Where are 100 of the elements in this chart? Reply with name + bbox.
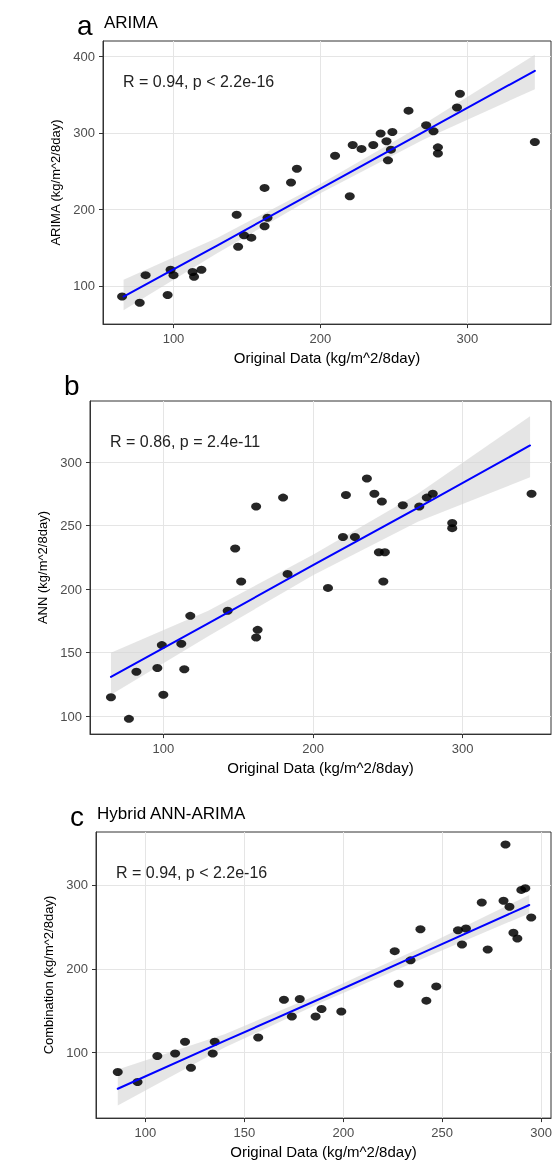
- point: [152, 1052, 163, 1061]
- point: [251, 633, 262, 642]
- point: [180, 1037, 191, 1046]
- point: [421, 121, 432, 130]
- point: [432, 143, 443, 152]
- x-tick-label: 100: [162, 331, 185, 347]
- point: [369, 489, 380, 498]
- point: [512, 934, 523, 943]
- point: [381, 137, 392, 146]
- point: [231, 210, 242, 219]
- point: [526, 913, 537, 922]
- x-tick-label: 300: [456, 331, 479, 347]
- point: [349, 533, 360, 542]
- point: [322, 583, 333, 592]
- point: [252, 625, 263, 634]
- point: [236, 577, 247, 586]
- point: [427, 489, 438, 498]
- annotation: R = 0.94, p < 2.2e-16: [116, 863, 268, 881]
- point: [403, 106, 414, 115]
- point: [286, 1012, 297, 1021]
- point: [368, 141, 379, 150]
- y-tick-label: 250: [60, 518, 82, 534]
- point: [379, 548, 390, 557]
- point: [286, 178, 297, 187]
- point: [454, 89, 465, 98]
- y-tick-label: 400: [73, 48, 95, 64]
- point: [393, 979, 404, 988]
- point: [282, 569, 293, 578]
- point: [382, 156, 393, 165]
- text: b: [64, 369, 80, 401]
- point: [504, 902, 515, 911]
- point: [253, 1033, 264, 1042]
- point: [170, 1049, 181, 1058]
- point: [278, 995, 289, 1004]
- point: [278, 493, 289, 502]
- point: [168, 271, 179, 280]
- point: [310, 1012, 321, 1021]
- point: [460, 924, 471, 933]
- point: [131, 667, 142, 676]
- point: [158, 690, 169, 699]
- annotation: R = 0.86, p = 2.4e-11: [110, 432, 261, 450]
- point: [397, 501, 408, 510]
- point: [389, 947, 400, 956]
- y-axis-title: ANN (kg/m^2/8day): [35, 511, 51, 625]
- point: [500, 840, 511, 849]
- x-axis-title: Original Data (kg/m^2/8day): [230, 1143, 417, 1160]
- point: [529, 138, 540, 146]
- x-tick-label: 200: [309, 331, 332, 347]
- point: [452, 103, 462, 112]
- point: [378, 577, 389, 586]
- y-axis-title: Combination (kg/m^2/8day): [41, 895, 57, 1055]
- y-tick-label: 300: [60, 454, 82, 470]
- point: [330, 151, 341, 160]
- point: [196, 265, 207, 274]
- point: [387, 128, 398, 137]
- x-axis-title: Original Data (kg/m^2/8day): [233, 349, 421, 366]
- point: [230, 544, 241, 553]
- point: [415, 925, 426, 934]
- y-tick-label: 200: [60, 581, 82, 597]
- point: [291, 164, 302, 173]
- point: [526, 489, 537, 498]
- point: [453, 926, 464, 935]
- y-tick-label: 200: [73, 201, 95, 217]
- point: [520, 884, 531, 893]
- y-tick-label: 150: [60, 645, 82, 661]
- point: [375, 129, 386, 138]
- point: [508, 928, 519, 937]
- y-tick-label: 300: [73, 125, 95, 141]
- x-tick-label: 150: [233, 1125, 256, 1141]
- x-tick-label: 100: [134, 1125, 157, 1141]
- point: [176, 639, 187, 648]
- point: [482, 945, 493, 954]
- point: [105, 693, 116, 702]
- y-tick-label: 300: [66, 877, 88, 893]
- point: [316, 1005, 327, 1014]
- point: [179, 665, 190, 674]
- point: [123, 714, 134, 723]
- x-tick-label: 200: [302, 741, 324, 757]
- point: [189, 272, 200, 281]
- point: [162, 291, 173, 300]
- point: [456, 940, 467, 949]
- point: [185, 1063, 196, 1072]
- point: [356, 144, 367, 153]
- point: [498, 896, 509, 905]
- point: [259, 222, 270, 231]
- x-tick-label: 200: [332, 1125, 355, 1141]
- x-tick-label: 300: [530, 1125, 552, 1141]
- y-tick-label: 100: [66, 1045, 88, 1061]
- text: c: [70, 800, 84, 832]
- point: [233, 242, 244, 251]
- text: a: [77, 9, 93, 41]
- point: [376, 497, 387, 506]
- point: [246, 233, 257, 242]
- point: [476, 898, 487, 907]
- point: [431, 982, 442, 991]
- x-tick-label: 100: [152, 741, 175, 757]
- x-tick-label: 250: [431, 1125, 454, 1141]
- chart-title: ARIMA: [104, 13, 159, 32]
- y-tick-label: 200: [66, 961, 88, 977]
- point: [337, 533, 348, 542]
